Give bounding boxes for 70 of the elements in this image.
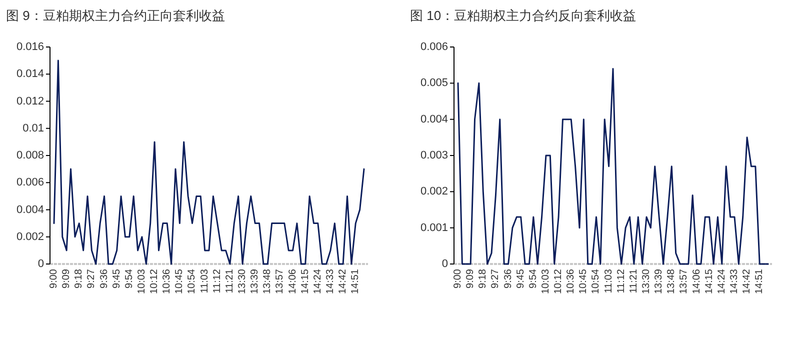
x-tick-label: 10:45 (578, 268, 590, 294)
x-tick-label: 14:42 (742, 268, 753, 294)
y-tick-label: 0.002 (16, 230, 44, 243)
x-tick-label: 9:27 (86, 268, 98, 288)
x-tick-label: 9:45 (515, 268, 526, 288)
x-tick-label: 10:03 (136, 268, 148, 294)
x-tick-label: 9:54 (124, 268, 135, 288)
x-tick-label: 13:39 (250, 268, 261, 294)
x-tick-label: 9:00 (48, 268, 60, 288)
y-tick-label: 0 (38, 258, 44, 270)
chart-title: 图 9：豆粕期权主力合约正向套利收益 (6, 8, 225, 23)
x-tick-label: 10:36 (162, 268, 173, 294)
x-tick-label: 9:00 (452, 268, 464, 288)
x-tick-label: 10:12 (553, 268, 564, 294)
x-tick-label: 10:03 (540, 268, 552, 294)
x-tick-label: 11:21 (628, 268, 640, 294)
y-tick-label: 0.004 (16, 204, 44, 216)
x-tick-label: 13:48 (262, 268, 274, 294)
x-tick-label: 9:18 (74, 268, 85, 288)
y-tick-label: 0.006 (420, 41, 448, 53)
chart-title: 图 10：豆粕期权主力合约反向套利收益 (410, 8, 636, 23)
x-tick-label: 11:12 (212, 268, 223, 294)
x-tick-label: 14:24 (716, 268, 728, 294)
x-tick-label: 10:54 (186, 268, 198, 294)
y-tick-label: 0.001 (420, 222, 448, 234)
x-tick-label: 13:57 (678, 268, 690, 294)
y-tick-label: 0.016 (16, 41, 44, 53)
x-tick-label: 9:45 (111, 268, 122, 288)
y-tick-label: 0.003 (420, 150, 448, 162)
x-tick-label: 11:21 (224, 268, 236, 294)
x-tick-label: 11:03 (603, 268, 614, 294)
x-tick-label: 9:54 (528, 268, 539, 288)
x-tick-label: 9:27 (490, 268, 502, 288)
x-tick-label: 11:12 (616, 268, 627, 294)
line-series (53, 60, 365, 265)
x-tick-label: 9:36 (98, 268, 110, 288)
x-tick-label: 14:06 (287, 268, 298, 294)
x-tick-label: 10:45 (174, 268, 186, 294)
x-tick-label: 14:15 (300, 268, 311, 294)
x-tick-label: 10:54 (590, 268, 602, 294)
x-tick-label: 10:36 (566, 268, 577, 294)
x-tick-label: 14:33 (728, 268, 740, 294)
x-tick-label: 9:18 (478, 268, 489, 288)
x-tick-label: 14:15 (704, 268, 715, 294)
x-tick-label: 13:30 (641, 268, 652, 294)
x-tick-label: 13:48 (666, 268, 678, 294)
line-series (457, 68, 769, 265)
x-tick-label: 14:51 (754, 268, 766, 294)
x-tick-label: 14:42 (338, 268, 349, 294)
y-tick-label: 0.002 (420, 186, 448, 198)
y-tick-label: 0 (442, 258, 448, 270)
x-tick-label: 14:06 (691, 268, 702, 294)
x-tick-label: 14:33 (324, 268, 336, 294)
x-tick-label: 11:03 (199, 268, 210, 294)
y-tick-label: 0.005 (420, 77, 448, 90)
y-tick-label: 0.01 (22, 122, 44, 134)
y-tick-label: 0.004 (420, 113, 448, 126)
x-tick-label: 14:24 (312, 268, 324, 294)
x-tick-label: 13:39 (654, 268, 665, 294)
x-tick-label: 9:09 (61, 268, 72, 288)
x-tick-label: 9:09 (465, 268, 476, 288)
x-tick-label: 14:51 (350, 268, 362, 294)
x-tick-label: 9:36 (502, 268, 514, 288)
x-tick-label: 13:57 (274, 268, 286, 294)
y-tick-label: 0.008 (16, 150, 44, 162)
x-tick-label: 13:30 (237, 268, 248, 294)
y-tick-label: 0.012 (16, 95, 44, 108)
x-tick-label: 10:12 (149, 268, 160, 294)
y-tick-label: 0.006 (16, 176, 44, 189)
y-tick-label: 0.014 (16, 68, 44, 80)
